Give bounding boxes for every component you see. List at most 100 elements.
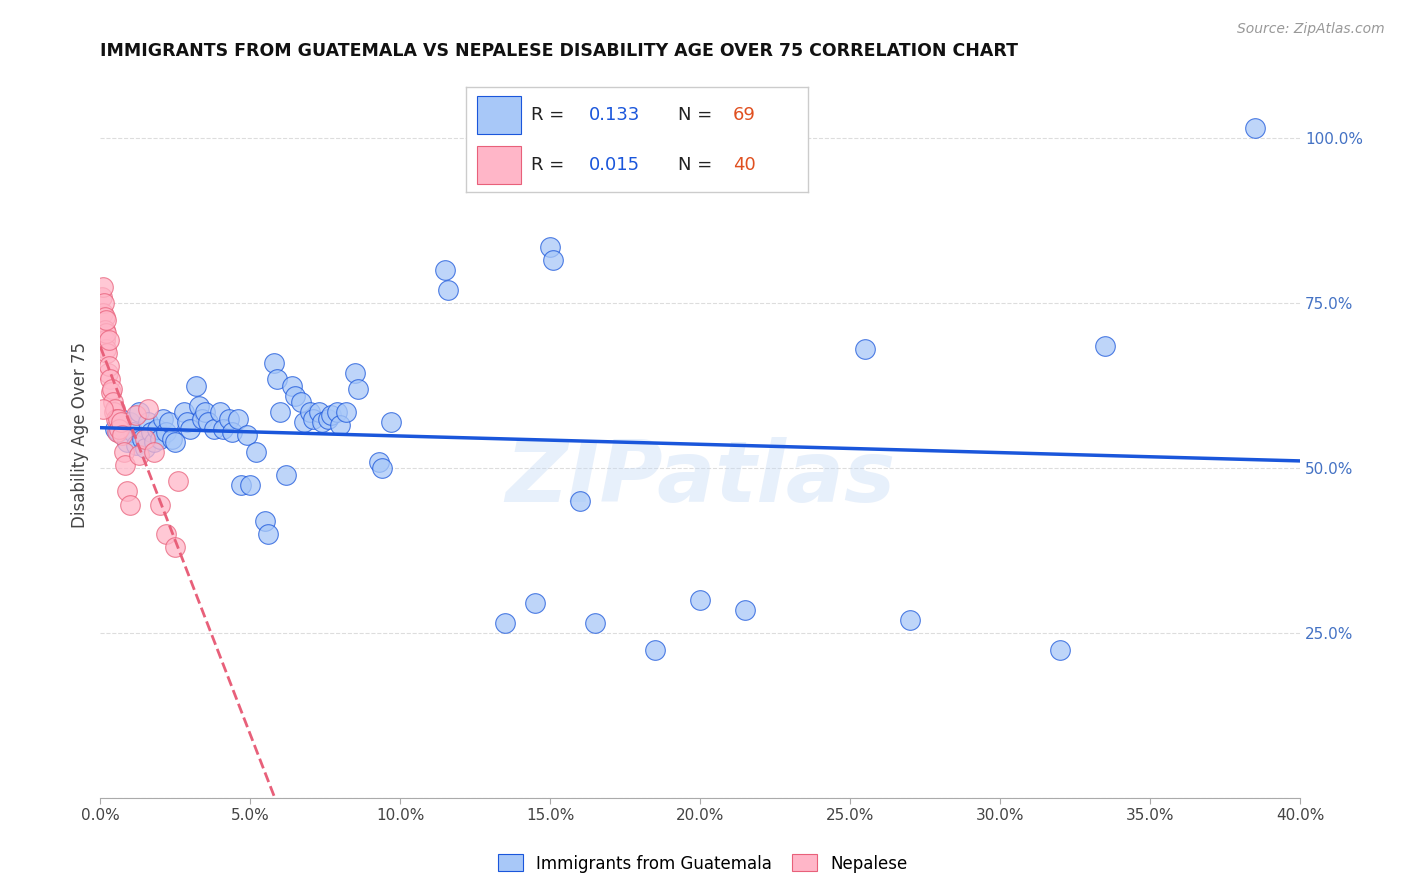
Point	[155, 425, 177, 439]
Point	[437, 283, 460, 297]
Point	[197, 415, 219, 429]
Point	[103, 405, 125, 419]
Point	[689, 593, 711, 607]
Point	[167, 475, 190, 489]
Point	[141, 425, 163, 439]
Point	[110, 411, 132, 425]
Point	[644, 642, 666, 657]
Point	[218, 411, 240, 425]
Point	[302, 411, 325, 425]
Point	[91, 306, 114, 320]
Point	[149, 432, 172, 446]
Point	[179, 422, 201, 436]
Point	[186, 378, 208, 392]
Point	[583, 616, 606, 631]
Point	[898, 613, 921, 627]
Point	[117, 434, 139, 449]
Point	[316, 411, 339, 425]
Point	[569, 494, 592, 508]
Point	[494, 616, 516, 631]
Point	[188, 399, 211, 413]
Point	[94, 310, 117, 324]
Point	[152, 411, 174, 425]
Point	[155, 527, 177, 541]
Point	[157, 415, 180, 429]
Point	[212, 422, 235, 436]
Point	[112, 444, 135, 458]
Point	[110, 415, 132, 429]
Point	[231, 477, 253, 491]
Point	[149, 498, 172, 512]
Point	[111, 428, 134, 442]
Point	[138, 415, 160, 429]
Point	[165, 434, 187, 449]
Point	[380, 415, 402, 429]
Point	[226, 411, 249, 425]
Point	[146, 422, 169, 436]
Point	[1244, 121, 1267, 136]
Point	[853, 343, 876, 357]
Point	[236, 428, 259, 442]
Point	[90, 290, 112, 304]
Point	[94, 323, 117, 337]
Y-axis label: Disability Age Over 75: Disability Age Over 75	[72, 343, 89, 528]
Point	[138, 401, 160, 416]
Point	[290, 395, 312, 409]
Point	[257, 527, 280, 541]
Point	[284, 389, 307, 403]
Point	[292, 415, 315, 429]
Point	[321, 409, 343, 423]
Point	[266, 372, 288, 386]
Point	[191, 411, 214, 425]
Point	[1049, 642, 1071, 657]
Point	[104, 401, 127, 416]
Point	[125, 409, 148, 423]
Point	[371, 461, 394, 475]
Point	[94, 343, 117, 357]
Point	[112, 422, 135, 436]
Point	[101, 395, 124, 409]
Point	[541, 253, 564, 268]
Point	[105, 425, 128, 439]
Point	[347, 382, 370, 396]
Point	[98, 333, 121, 347]
Point	[93, 401, 115, 416]
Point	[93, 296, 115, 310]
Point	[524, 597, 547, 611]
Point	[101, 382, 124, 396]
Point	[114, 458, 136, 472]
Point	[245, 444, 267, 458]
Point	[98, 359, 121, 373]
Point	[107, 425, 129, 439]
Point	[329, 418, 352, 433]
Point	[134, 432, 156, 446]
Point	[221, 425, 243, 439]
Point	[209, 405, 232, 419]
Point	[107, 411, 129, 425]
Point	[143, 444, 166, 458]
Point	[176, 415, 198, 429]
Point	[734, 603, 756, 617]
Point	[94, 333, 117, 347]
Point	[120, 498, 142, 512]
Point	[128, 448, 150, 462]
Point	[104, 411, 127, 425]
Point	[299, 405, 322, 419]
Point	[239, 477, 262, 491]
Point	[281, 378, 304, 392]
Point	[122, 425, 145, 439]
Point	[368, 455, 391, 469]
Point	[117, 484, 139, 499]
Point	[202, 422, 225, 436]
Point	[1094, 339, 1116, 353]
Point	[96, 346, 118, 360]
Point	[120, 415, 142, 429]
Text: ZIPatlas: ZIPatlas	[505, 437, 896, 520]
Point	[173, 405, 195, 419]
Point	[194, 405, 217, 419]
Point	[311, 415, 333, 429]
Point	[276, 467, 298, 482]
Point	[538, 240, 561, 254]
Point	[128, 405, 150, 419]
Point	[96, 326, 118, 340]
